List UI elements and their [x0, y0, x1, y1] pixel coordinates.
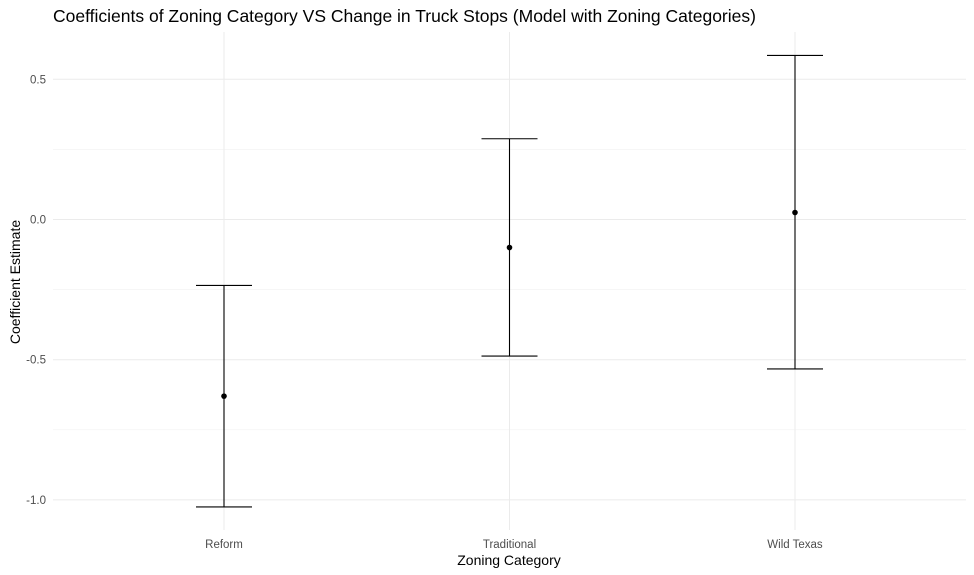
y-tick-label: 0.0 [30, 215, 46, 227]
x-axis-ticks: Reform Traditional Wild Texas [205, 539, 823, 551]
y-tick-label: 0.5 [30, 74, 46, 86]
y-axis-title: Coefficient Estimate [7, 220, 23, 344]
y-tick-label: -0.5 [26, 355, 46, 367]
chart-title: Coefficients of Zoning Category VS Chang… [53, 6, 756, 26]
y-tick-label: -1.0 [26, 495, 46, 507]
y-axis-ticks: -1.0 -0.5 0.0 0.5 [26, 74, 46, 507]
estimate-point [792, 209, 798, 216]
x-axis-title: Zoning Category [457, 552, 561, 568]
estimate-point [506, 244, 513, 251]
x-tick-label: Reform [205, 539, 243, 551]
estimate-point [221, 393, 227, 399]
x-tick-label: Wild Texas [767, 539, 823, 551]
x-tick-label: Traditional [483, 539, 536, 551]
plot-marks [196, 54, 823, 508]
